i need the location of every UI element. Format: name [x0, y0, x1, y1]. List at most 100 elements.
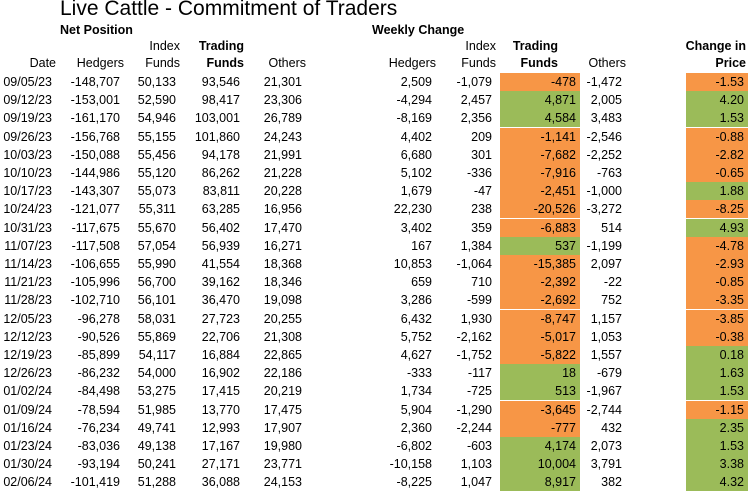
cell-net-others: 20,228 — [263, 184, 302, 199]
cell-net-hedgers: -78,594 — [77, 402, 120, 417]
cell-wk-others: 2,005 — [590, 93, 622, 108]
cell-date: 01/30/24 — [3, 457, 52, 472]
cell-wk-hedgers: 5,102 — [400, 166, 432, 180]
cell-net-trading: 39,162 — [201, 275, 240, 290]
cell-date: 11/14/23 — [4, 257, 52, 271]
cell-wk-hedgers: -6,802 — [396, 439, 432, 453]
cell-price-change: 1.53 — [686, 109, 748, 128]
cell-net-hedgers: -156,768 — [70, 129, 120, 144]
header-wk-others: Others — [588, 56, 626, 70]
cell-wk-trading: -777 — [500, 418, 580, 437]
cell-net-hedgers: -144,986 — [70, 166, 120, 180]
cell-wk-index: 2,356 — [460, 111, 492, 126]
cell-wk-hedgers: 4,627 — [400, 348, 432, 362]
cell-date: 09/26/23 — [3, 129, 52, 144]
cell-wk-index: 209 — [471, 129, 492, 144]
cell-price-change: -3.85 — [686, 309, 748, 328]
cell-wk-others: 1,157 — [590, 311, 622, 326]
cell-wk-index: -1,290 — [456, 402, 492, 417]
cell-wk-others: -679 — [596, 366, 622, 381]
cell-net-trading: 103,001 — [194, 111, 240, 126]
cell-net-trading: 12,993 — [201, 420, 240, 435]
cell-net-trading: 13,770 — [201, 402, 240, 417]
cell-net-others: 22,865 — [263, 348, 302, 362]
cell-wk-hedgers: 167 — [411, 238, 432, 253]
cell-wk-index: -117 — [467, 366, 492, 381]
cell-net-index: 51,985 — [137, 402, 176, 417]
header-net-trading-top: Trading — [198, 39, 244, 53]
cell-wk-others: -22 — [603, 275, 622, 290]
cell-wk-others: 1,557 — [590, 348, 622, 362]
cell-wk-index: 2,457 — [460, 93, 492, 108]
cell-net-others: 18,368 — [263, 257, 302, 271]
cell-wk-hedgers: -4,294 — [396, 93, 432, 108]
cell-net-hedgers: -102,710 — [70, 293, 120, 308]
cell-net-trading: 98,417 — [201, 93, 240, 108]
cell-net-trading: 27,171 — [201, 457, 240, 472]
cell-wk-trading: 10,004 — [500, 455, 580, 474]
cell-wk-trading: -5,017 — [500, 327, 580, 346]
cell-wk-trading: -8,747 — [500, 309, 580, 328]
cell-wk-others: 2,097 — [590, 257, 622, 271]
cell-price-change: -2.82 — [686, 145, 748, 164]
cell-wk-hedgers: 3,286 — [400, 293, 432, 308]
cell-wk-hedgers: 22,230 — [393, 202, 432, 217]
cell-wk-index: -603 — [466, 439, 492, 453]
cell-wk-index: -1,064 — [456, 257, 492, 271]
cell-price-change: -0.88 — [686, 127, 748, 146]
cell-net-trading: 83,811 — [202, 184, 240, 199]
cell-net-others: 17,470 — [263, 220, 302, 235]
cell-net-index: 55,155 — [137, 129, 176, 144]
cell-net-others: 17,907 — [263, 420, 302, 435]
cell-date: 01/23/24 — [3, 439, 52, 453]
cell-date: 10/03/23 — [3, 147, 52, 162]
cell-wk-index: 1,384 — [460, 238, 492, 253]
header-change-bottom: Price — [715, 56, 746, 70]
cell-net-others: 24,153 — [263, 475, 302, 490]
cell-net-trading: 17,415 — [201, 384, 240, 399]
cell-net-index: 49,741 — [137, 420, 176, 435]
cell-wk-index: 1,047 — [460, 475, 492, 490]
cell-wk-others: -1,000 — [586, 184, 622, 199]
cell-net-index: 54,946 — [137, 111, 176, 126]
cell-date: 12/12/23 — [3, 329, 52, 344]
cell-net-index: 55,311 — [138, 202, 176, 217]
cell-price-change: -0.38 — [686, 327, 748, 346]
cell-wk-trading: 4,584 — [500, 109, 580, 128]
cell-net-hedgers: -96,278 — [77, 311, 120, 326]
cell-price-change: -4.78 — [686, 236, 748, 255]
cell-net-trading: 27,723 — [201, 311, 240, 326]
cell-date: 10/24/23 — [3, 202, 52, 217]
cell-date: 11/07/23 — [4, 238, 52, 253]
cell-wk-hedgers: 6,680 — [400, 147, 432, 162]
cell-net-trading: 17,167 — [201, 439, 240, 453]
cell-net-index: 55,456 — [137, 147, 176, 162]
cell-wk-others: 432 — [601, 420, 622, 435]
cell-wk-trading: 4,871 — [500, 91, 580, 110]
cell-net-index: 55,670 — [137, 220, 176, 235]
cell-wk-trading: 8,917 — [500, 473, 580, 491]
cell-wk-index: 301 — [471, 147, 492, 162]
header-wk-index-bottom: Funds — [461, 56, 496, 70]
cell-price-change: 4.93 — [686, 218, 748, 237]
cell-price-change: -8.25 — [686, 200, 748, 219]
cell-wk-trading: -2,392 — [500, 273, 580, 292]
cell-price-change: 3.38 — [686, 455, 748, 474]
cell-wk-others: 3,791 — [590, 457, 622, 472]
cell-net-index: 50,241 — [137, 457, 176, 472]
cell-net-index: 54,117 — [138, 348, 176, 362]
cell-net-others: 16,956 — [263, 202, 302, 217]
cell-net-trading: 56,402 — [201, 220, 240, 235]
cell-net-others: 18,346 — [263, 275, 302, 290]
cell-price-change: -0.85 — [686, 273, 748, 292]
cell-net-others: 20,219 — [263, 384, 302, 399]
cell-net-trading: 41,554 — [201, 257, 240, 271]
header-wk-trading-top: Trading — [512, 39, 558, 53]
cell-net-others: 23,771 — [263, 457, 302, 472]
header-date: Date — [29, 56, 56, 70]
cell-wk-index: -2,162 — [456, 329, 492, 344]
cell-net-others: 21,308 — [263, 329, 302, 344]
cell-wk-index: 710 — [471, 275, 492, 290]
cell-net-hedgers: -76,234 — [77, 420, 120, 435]
cell-price-change: 4.20 — [686, 91, 748, 110]
